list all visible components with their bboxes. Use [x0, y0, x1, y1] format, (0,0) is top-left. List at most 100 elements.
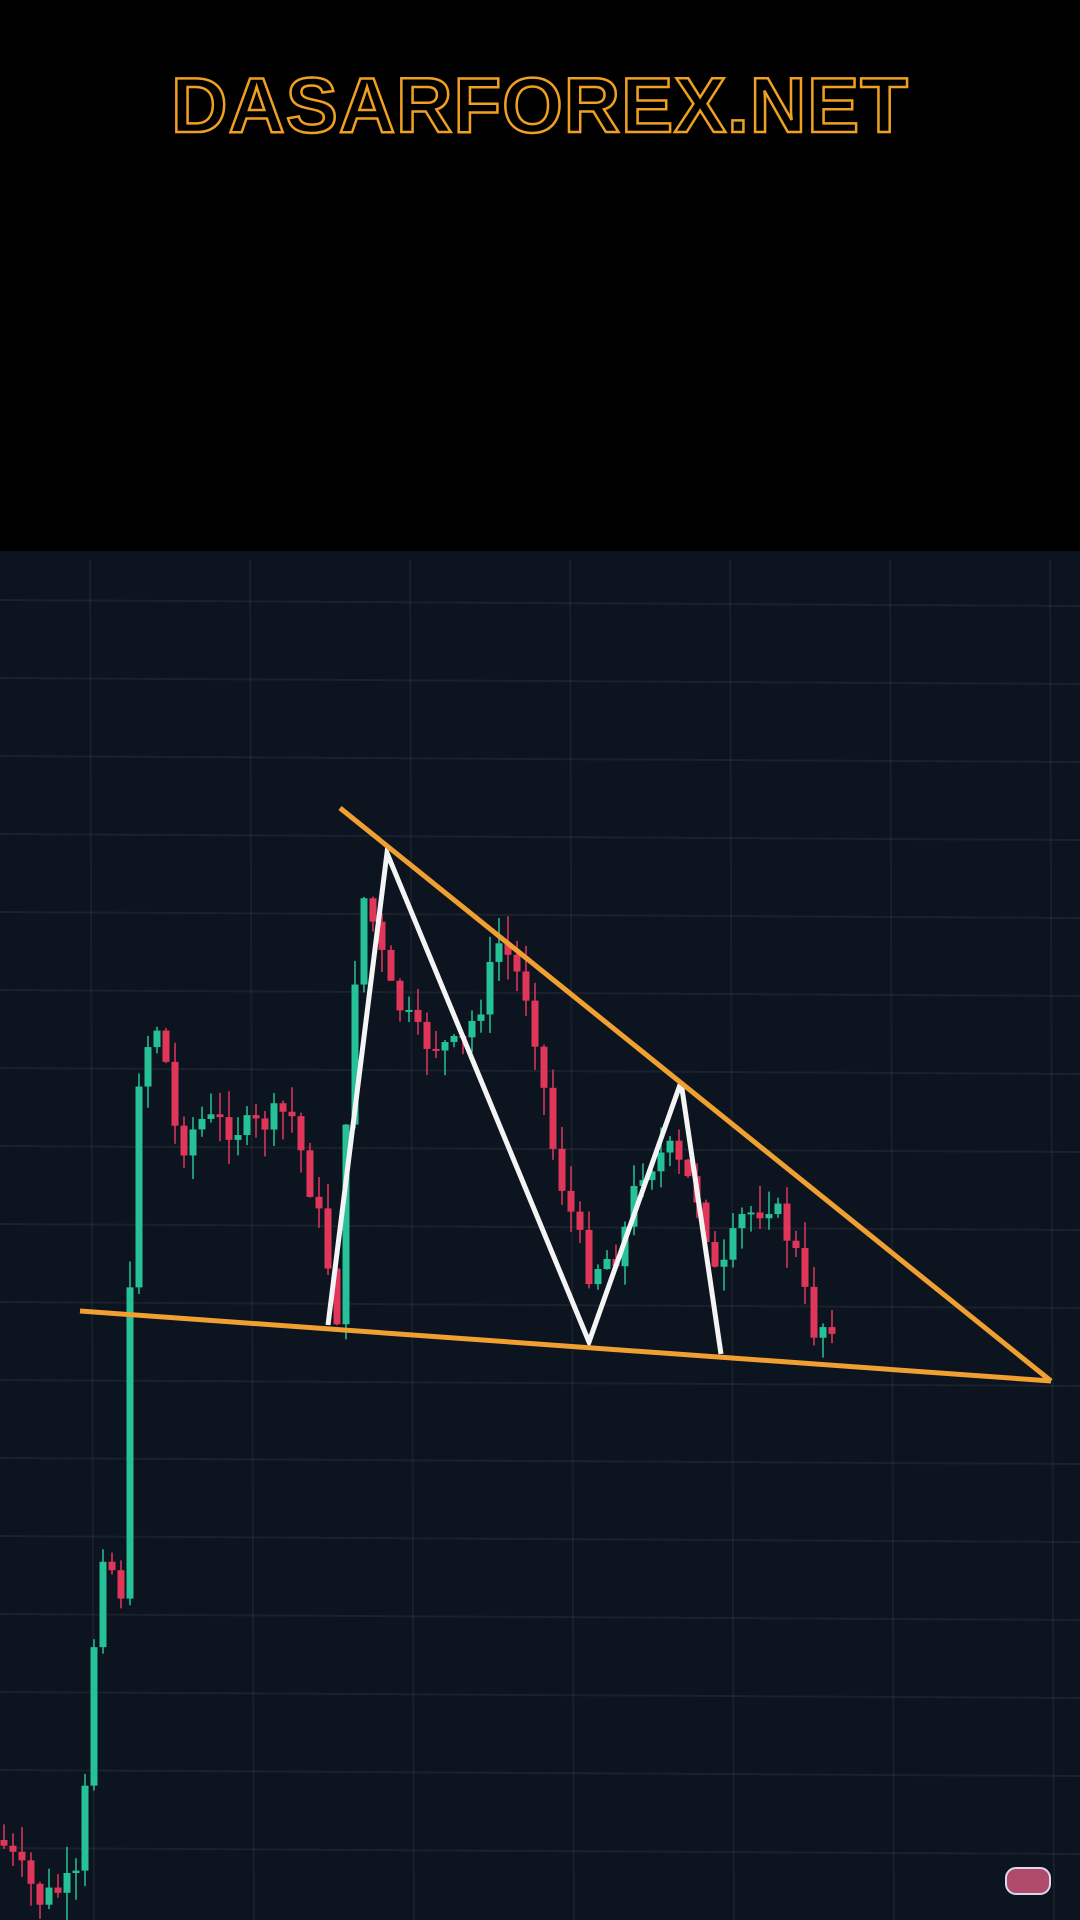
candle-body — [630, 1185, 638, 1227]
candle-body — [270, 1103, 278, 1130]
candle-body — [486, 961, 494, 1015]
candle-body — [495, 943, 503, 962]
corner-icon — [1005, 1867, 1051, 1895]
candle-body — [27, 1860, 35, 1884]
candle-body — [81, 1785, 89, 1871]
candle-body — [531, 1000, 539, 1047]
grid-line — [569, 559, 575, 1920]
candle-body — [207, 1114, 215, 1119]
candle-body — [216, 1114, 224, 1118]
candle-body — [576, 1211, 584, 1230]
grid-line — [0, 599, 1080, 607]
grid-line — [0, 755, 1080, 763]
candle-body — [261, 1118, 269, 1130]
candle-body — [504, 943, 512, 955]
candle-body — [324, 1208, 332, 1269]
candle-body — [36, 1883, 44, 1905]
candle-body — [54, 1887, 62, 1893]
grid-line — [1049, 559, 1055, 1920]
candle-body — [567, 1190, 575, 1212]
candle-body — [477, 1014, 485, 1021]
lower-trendline — [79, 1308, 1052, 1384]
candle-body — [171, 1061, 179, 1126]
candle-body — [234, 1135, 242, 1140]
candle-body — [828, 1327, 836, 1334]
candle-body — [72, 1870, 80, 1874]
candle-body — [306, 1150, 314, 1197]
grid-line — [0, 1379, 1080, 1387]
grid-line — [0, 1769, 1080, 1777]
candle-body — [819, 1327, 827, 1338]
zigzag — [325, 843, 724, 1355]
grid-line — [0, 1457, 1080, 1465]
candle-body — [180, 1125, 188, 1156]
candle-body — [333, 1268, 341, 1325]
grid-line — [0, 1535, 1080, 1543]
candle-body — [765, 1214, 773, 1219]
grid-line — [0, 833, 1080, 841]
candle-body — [99, 1561, 107, 1648]
candle-body — [675, 1140, 683, 1160]
grid-line — [0, 911, 1080, 919]
grid-line — [889, 559, 895, 1920]
candle-body — [90, 1647, 98, 1786]
candle-body — [792, 1240, 800, 1248]
candle-body — [747, 1212, 755, 1215]
candle-body — [468, 1020, 476, 1038]
candle-body — [387, 949, 395, 981]
candle-body — [153, 1030, 161, 1048]
candle-body — [711, 1242, 719, 1267]
candle-body — [45, 1887, 53, 1905]
candle-body — [738, 1214, 746, 1229]
grid-line — [0, 677, 1080, 685]
candle-body — [648, 1171, 656, 1181]
candle-body — [162, 1030, 170, 1062]
candle-body — [63, 1873, 71, 1893]
candle-body — [585, 1229, 593, 1285]
grid-line — [0, 1691, 1080, 1699]
grid-line — [0, 1613, 1080, 1621]
title: DASARFOREX.NET — [170, 60, 909, 151]
candle-body — [405, 1009, 413, 1012]
candle-body — [135, 1086, 143, 1288]
candle-body — [801, 1247, 809, 1287]
grid-line — [249, 559, 255, 1920]
candle-body — [252, 1115, 260, 1119]
candle-body — [9, 1845, 17, 1852]
upper-trendline — [338, 806, 1053, 1383]
candle-body — [243, 1115, 251, 1136]
candle-body — [378, 921, 386, 950]
grid — [0, 559, 1080, 1920]
candle-body — [603, 1258, 611, 1270]
candle-body — [450, 1035, 458, 1043]
grid-line — [0, 989, 1080, 997]
candle-body — [783, 1203, 791, 1241]
candle-body — [729, 1228, 737, 1260]
grid-line — [0, 1847, 1080, 1855]
grid-line — [0, 1067, 1080, 1075]
candle-body — [522, 971, 530, 1001]
candle-body — [540, 1046, 548, 1088]
candle-body — [126, 1287, 134, 1599]
candle-body — [513, 954, 521, 972]
candle-body — [657, 1152, 665, 1172]
top-band — [0, 0, 1080, 551]
candle-body — [666, 1140, 674, 1153]
grid-line — [409, 559, 415, 1920]
candle-body — [297, 1116, 305, 1151]
candle-body — [423, 1021, 431, 1049]
candle-body — [396, 980, 404, 1011]
candle-body — [189, 1129, 197, 1156]
candle-body — [432, 1048, 440, 1051]
candle-body — [549, 1087, 557, 1149]
grid-line — [0, 1145, 1080, 1153]
candle-body — [414, 1009, 422, 1022]
chart-background — [0, 551, 1080, 1920]
candle-body — [756, 1212, 764, 1219]
candle-body — [288, 1111, 296, 1117]
candle-body — [774, 1203, 782, 1215]
candle-body — [279, 1103, 287, 1112]
candle-body — [315, 1196, 323, 1209]
